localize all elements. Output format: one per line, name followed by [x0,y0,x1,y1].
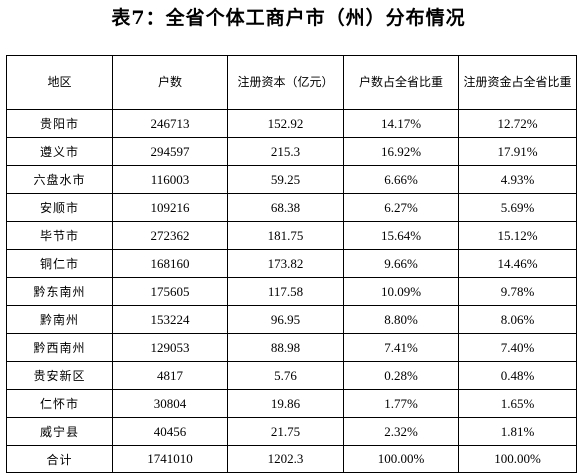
region-cell: 贵阳市 [6,109,113,138]
households-cell: 1741010 [112,445,228,473]
region-cell: 毕节市 [6,221,113,250]
table-row: 威宁县 40456 21.75 2.32% 1.81% [6,417,577,446]
capital-share-cell: 100.00% [458,445,577,473]
registered-capital-cell: 1202.3 [227,445,344,473]
capital-share-cell: 15.12% [458,221,577,250]
registered-capital-cell: 117.58 [227,277,344,306]
capital-share-cell: 1.81% [458,417,577,446]
table-row: 黔南州 153224 96.95 8.80% 8.06% [6,305,577,334]
column-header-households: 户数 [112,55,228,110]
household-share-cell: 6.27% [343,193,459,222]
registered-capital-cell: 181.75 [227,221,344,250]
region-cell: 合计 [6,445,113,473]
table-row: 贵阳市 246713 152.92 14.17% 12.72% [6,109,577,138]
table-row: 黔东南州 175605 117.58 10.09% 9.78% [6,277,577,306]
table-row: 毕节市 272362 181.75 15.64% 15.12% [6,221,577,250]
households-cell: 294597 [112,137,228,166]
region-cell: 贵安新区 [6,361,113,390]
households-cell: 40456 [112,417,228,446]
households-cell: 109216 [112,193,228,222]
table-row: 遵义市 294597 215.3 16.92% 17.91% [6,137,577,166]
households-cell: 272362 [112,221,228,250]
table-row: 安顺市 109216 68.38 6.27% 5.69% [6,193,577,222]
table-row: 黔西南州 129053 88.98 7.41% 7.40% [6,333,577,362]
households-cell: 30804 [112,389,228,418]
registered-capital-cell: 215.3 [227,137,344,166]
capital-share-cell: 7.40% [458,333,577,362]
registered-capital-cell: 173.82 [227,249,344,278]
household-share-cell: 14.17% [343,109,459,138]
households-cell: 153224 [112,305,228,334]
capital-share-cell: 4.93% [458,165,577,194]
household-share-cell: 0.28% [343,361,459,390]
region-cell: 黔西南州 [6,333,113,362]
region-cell: 仁怀市 [6,389,113,418]
table-row: 六盘水市 116003 59.25 6.66% 4.93% [6,165,577,194]
household-share-cell: 9.66% [343,249,459,278]
capital-share-cell: 9.78% [458,277,577,306]
household-share-cell: 10.09% [343,277,459,306]
capital-share-cell: 8.06% [458,305,577,334]
table-title: 表7：全省个体工商户市（州）分布情况 [111,7,466,29]
region-cell: 遵义市 [6,137,113,166]
capital-share-cell: 5.69% [458,193,577,222]
registered-capital-cell: 19.86 [227,389,344,418]
registered-capital-cell: 21.75 [227,417,344,446]
households-cell: 129053 [112,333,228,362]
region-cell: 铜仁市 [6,249,113,278]
households-cell: 4817 [112,361,228,390]
capital-share-cell: 1.65% [458,389,577,418]
region-cell: 黔南州 [6,305,113,334]
registered-capital-cell: 96.95 [227,305,344,334]
column-header-region: 地区 [6,55,113,110]
capital-share-cell: 12.72% [458,109,577,138]
region-cell: 黔东南州 [6,277,113,306]
registered-capital-cell: 59.25 [227,165,344,194]
column-header-registered-capital: 注册资本（亿元） [227,55,344,110]
table-row: 铜仁市 168160 173.82 9.66% 14.46% [6,249,577,278]
capital-share-cell: 14.46% [458,249,577,278]
table-total-row: 合计 1741010 1202.3 100.00% 100.00% [6,445,577,473]
household-share-cell: 7.41% [343,333,459,362]
region-cell: 威宁县 [6,417,113,446]
table-header-row: 地区 户数 注册资本（亿元） 户数占全省比重 注册资金占全省比重 [6,55,577,110]
capital-share-cell: 0.48% [458,361,577,390]
households-cell: 246713 [112,109,228,138]
household-share-cell: 8.80% [343,305,459,334]
registered-capital-cell: 68.38 [227,193,344,222]
capital-share-cell: 17.91% [458,137,577,166]
table-row: 仁怀市 30804 19.86 1.77% 1.65% [6,389,577,418]
household-share-cell: 6.66% [343,165,459,194]
households-cell: 116003 [112,165,228,194]
household-share-cell: 15.64% [343,221,459,250]
registered-capital-cell: 152.92 [227,109,344,138]
table-row: 贵安新区 4817 5.76 0.28% 0.48% [6,361,577,390]
region-distribution-table: 地区 户数 注册资本（亿元） 户数占全省比重 注册资金占全省比重 贵阳市 2467… [6,55,577,473]
registered-capital-cell: 5.76 [227,361,344,390]
household-share-cell: 100.00% [343,445,459,473]
column-header-household-share: 户数占全省比重 [343,55,459,110]
household-share-cell: 1.77% [343,389,459,418]
region-cell: 安顺市 [6,193,113,222]
household-share-cell: 2.32% [343,417,459,446]
households-cell: 168160 [112,249,228,278]
households-cell: 175605 [112,277,228,306]
region-cell: 六盘水市 [6,165,113,194]
household-share-cell: 16.92% [343,137,459,166]
column-header-capital-share: 注册资金占全省比重 [458,55,577,110]
registered-capital-cell: 88.98 [227,333,344,362]
